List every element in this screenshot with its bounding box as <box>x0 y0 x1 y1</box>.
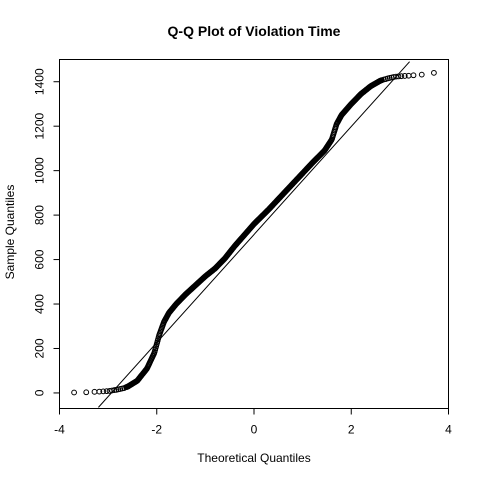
x-tick-label: 0 <box>251 423 258 437</box>
y-axis-label: Sample Quantiles <box>3 185 17 280</box>
data-point <box>431 69 437 76</box>
y-axis: 0 200 400 600 800 1000 1200 1400 <box>33 68 60 396</box>
data-point <box>398 73 405 80</box>
y-tick-label: 0 <box>33 389 47 396</box>
data-point <box>111 387 118 393</box>
data-point <box>121 385 128 391</box>
data-point <box>103 388 110 395</box>
reference-line <box>98 61 410 408</box>
x-tick-label: 4 <box>445 423 452 437</box>
data-point <box>71 389 77 396</box>
data-point <box>401 73 408 79</box>
y-tick-label: 1000 <box>33 157 47 184</box>
chart-title: Q-Q Plot of Violation Time <box>168 23 341 39</box>
data-point <box>83 389 90 396</box>
data-point <box>418 71 425 78</box>
reference-line-layer <box>98 61 410 408</box>
data-point <box>395 73 402 80</box>
y-tick-label: 1200 <box>33 113 47 140</box>
x-tick-label: -4 <box>54 423 65 437</box>
data-point <box>100 388 107 395</box>
y-tick-label: 800 <box>33 205 47 225</box>
y-tick-label: 200 <box>33 338 47 358</box>
x-axis-label: Theoretical Quantiles <box>197 451 310 465</box>
data-point <box>393 73 399 80</box>
points-layer <box>71 69 437 396</box>
data-point <box>91 388 98 395</box>
y-tick-label: 400 <box>33 294 47 314</box>
x-tick-label: 2 <box>348 423 355 437</box>
data-point <box>410 72 417 79</box>
x-tick-label: -2 <box>151 423 162 437</box>
data-point <box>96 388 103 395</box>
x-axis: -4 -2 0 2 4 <box>54 408 452 437</box>
y-tick-label: 1400 <box>33 68 47 95</box>
y-tick-label: 600 <box>33 249 47 269</box>
